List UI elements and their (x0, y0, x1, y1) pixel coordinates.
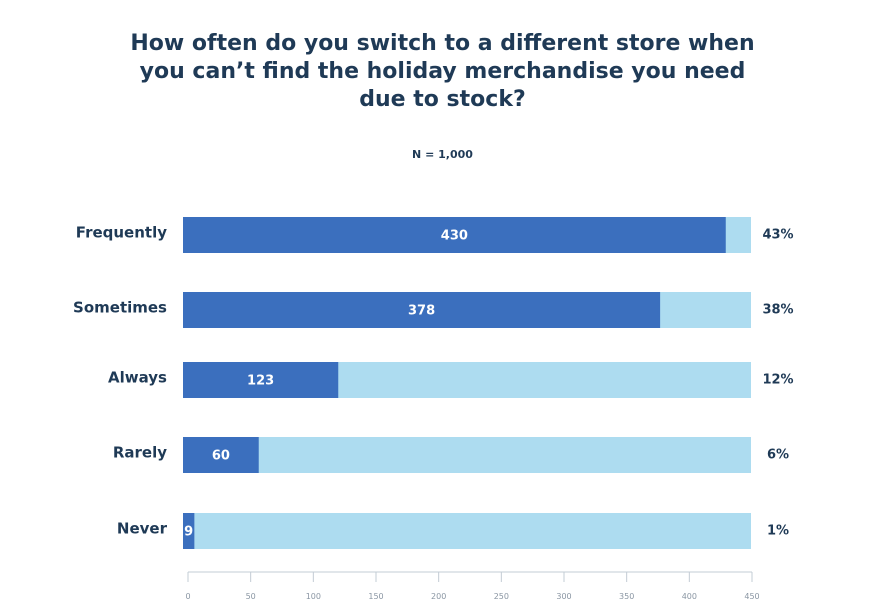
x-tick-label-150: 150 (368, 592, 383, 601)
value-label-sometimes: 378 (408, 304, 435, 319)
x-tick-label-200: 200 (431, 592, 446, 601)
x-tick-label-350: 350 (619, 592, 634, 601)
category-label-always: Always (108, 369, 167, 387)
bar-frequently (183, 217, 726, 253)
x-tick-label-0: 0 (185, 592, 190, 601)
bar-background-rarely (183, 437, 751, 473)
chart-title: How often do you switch to a different s… (0, 30, 885, 114)
bar-background-never (183, 513, 751, 549)
value-label-never: 9 (184, 525, 193, 540)
percent-label-rarely: 6% (767, 448, 789, 463)
x-tick-label-450: 450 (744, 592, 759, 601)
category-label-sometimes: Sometimes (73, 299, 167, 317)
category-label-never: Never (117, 520, 168, 538)
category-label-rarely: Rarely (113, 444, 167, 462)
percent-label-sometimes: 38% (762, 303, 793, 318)
percent-label-always: 12% (762, 373, 793, 388)
x-tick-label-100: 100 (306, 592, 321, 601)
chart-title-line-2: you can’t find the holiday merchandise y… (139, 59, 746, 84)
x-tick-label-400: 400 (682, 592, 697, 601)
chart-subtitle: N = 1,000 (412, 148, 473, 161)
x-tick-label-250: 250 (494, 592, 509, 601)
x-tick-label-50: 50 (246, 592, 256, 601)
category-label-frequently: Frequently (76, 224, 167, 242)
chart-title-line-1: How often do you switch to a different s… (130, 31, 755, 56)
bar-always (183, 362, 339, 398)
value-label-always: 123 (247, 374, 274, 389)
percent-label-frequently: 43% (762, 228, 793, 243)
x-tick-label-300: 300 (556, 592, 571, 601)
bar-rarely (183, 437, 259, 473)
value-label-rarely: 60 (212, 449, 230, 464)
chart-title-line-3: due to stock? (359, 87, 526, 112)
percent-label-never: 1% (767, 524, 789, 539)
bar-never (183, 513, 195, 549)
value-label-frequently: 430 (441, 229, 468, 244)
bar-sometimes (183, 292, 661, 328)
